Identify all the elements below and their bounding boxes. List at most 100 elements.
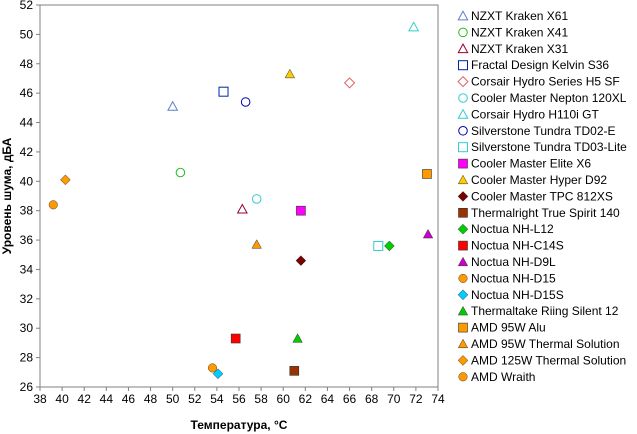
legend-marker [457,289,469,301]
x-tick-label: 42 [78,392,92,406]
legend-marker [457,338,469,349]
legend-marker [458,322,468,333]
data-point [384,240,395,252]
x-tick-label: 66 [343,392,357,406]
data-point [422,169,432,179]
legend-marker [457,43,469,54]
y-tick-label: 26 [20,380,34,394]
plot-area [39,4,439,388]
data-point [230,333,241,344]
y-tick-label: 36 [20,233,34,247]
legend-marker [458,93,468,103]
x-tick-label: 72 [409,392,423,406]
x-tick-label: 74 [431,392,445,406]
y-tick-label: 40 [20,174,34,188]
legend: NZXT Kraken X61 NZXT Kraken X41 NZXT Krake… [457,9,627,384]
y-axis: 26 28 30 32 34 36 38 40 42 44 46 48 50 52 [20,0,40,394]
legend-label: AMD 125W Thermal Solution [471,353,626,367]
legend-label: Noctua NH-D15S [471,288,564,302]
data-point [296,205,306,216]
legend-label: Noctua NH-D9L [471,255,556,269]
y-tick-label: 34 [20,262,34,276]
legend-label: Noctua NH-D15 [471,271,556,285]
data-point [175,167,186,178]
legend-marker [457,355,469,366]
y-tick-label: 46 [20,86,34,100]
legend-label: Cooler Master TPC 812XS [471,189,613,203]
data-point [292,333,303,343]
legend-marker [457,108,469,119]
x-tick-label: 44 [100,392,114,406]
x-tick-label: 50 [166,392,180,406]
x-tick-label: 52 [188,392,202,406]
y-tick-label: 30 [20,321,34,335]
legend-marker [457,191,469,202]
data-point [236,203,248,214]
y-tick-label: 28 [20,351,34,365]
data-point [373,240,384,251]
legend-marker [458,158,468,169]
x-tick-label: 40 [55,392,69,406]
legend-label: Noctua NH-C14S [471,239,564,253]
x-tick-label: 58 [254,392,268,406]
legend-marker [457,223,469,235]
data-point [289,366,300,376]
legend-label: Corsair Hydro H110i GT [471,107,599,121]
legend-label: NZXT Kraken X61 [471,9,568,23]
x-tick-label: 64 [321,392,335,406]
data-point [218,86,229,97]
data-point [408,21,420,32]
y-tick-label: 52 [20,0,34,12]
legend-label: Fractal Design Kelvin S36 [471,58,609,72]
data-point [240,97,251,107]
data-point [167,100,179,111]
legend-marker [458,126,468,136]
x-tick-label: 48 [144,392,158,406]
data-point [48,200,58,210]
legend-label: Corsair Hydro Series H5 SF [471,75,620,89]
y-tick-label: 32 [20,292,34,306]
legend-label: AMD 95W Thermal Solution [471,337,620,351]
legend-marker [458,273,468,283]
x-tick-label: 70 [387,392,401,406]
legend-label: Thermaltake Riing Silent 12 [471,304,619,318]
y-tick-label: 42 [20,145,34,159]
legend-label: Thermalright True Spirit 140 [471,206,620,220]
legend-marker [457,305,469,316]
x-tick-label: 68 [365,392,379,406]
legend-label: Noctua NH-L12 [471,222,554,236]
x-tick-label: 38 [33,392,47,406]
data-point [295,255,307,266]
legend-label: NZXT Kraken X41 [471,25,568,39]
data-point [60,174,71,186]
legend-marker [457,75,469,88]
legend-marker [458,60,468,71]
legend-label: Cooler Master Hyper D92 [471,173,607,187]
data-point [251,194,262,204]
legend-marker [458,27,468,38]
data-point [207,363,217,373]
legend-label: Silverstone Tundra TD03-Lite [471,140,627,154]
data-point [251,239,262,249]
x-axis-title: Температура, °C [191,418,288,432]
legend-label: AMD Wraith [471,370,535,384]
x-tick-label: 62 [299,392,313,406]
x-axis: 38 40 42 44 46 48 50 52 54 56 58 60 62 64 66 68 70 72 74 [33,387,445,406]
legend-label: Cooler Master Nepton 120XL [471,91,627,105]
legend-label: AMD 95W Alu [471,321,546,335]
y-tick-label: 50 [20,27,34,41]
legend-label: NZXT Kraken X31 [471,42,568,56]
x-tick-label: 60 [277,392,291,406]
y-tick-label: 44 [20,116,34,130]
y-tick-label: 48 [20,57,34,71]
data-point [284,68,296,79]
y-tick-label: 38 [20,204,34,218]
x-tick-label: 46 [122,392,136,406]
y-axis-title: Уровень шума, дБА [0,137,14,254]
data-point [343,77,356,89]
legend-marker [457,174,469,185]
legend-marker [458,208,468,218]
legend-marker [458,372,468,382]
data-points [48,21,434,380]
